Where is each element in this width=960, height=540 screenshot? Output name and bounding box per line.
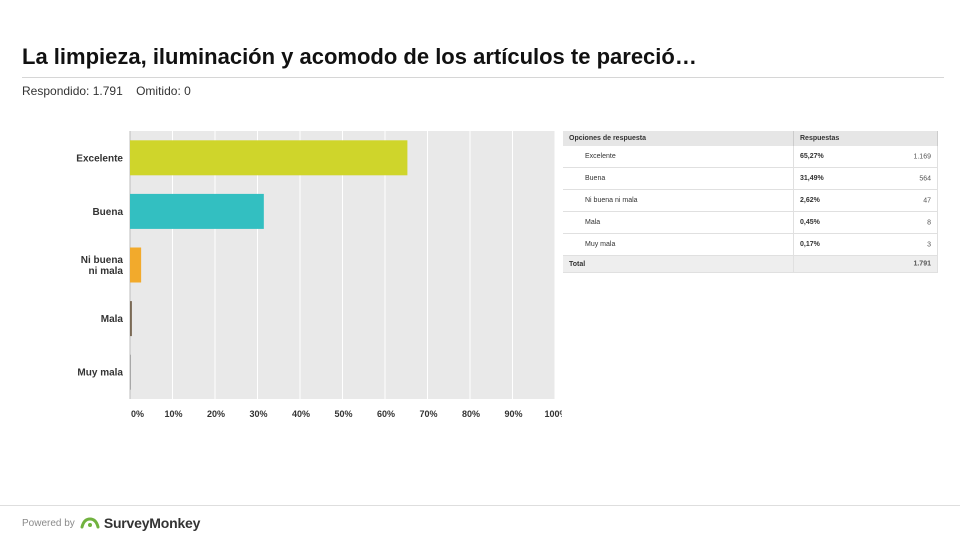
x-tick-label: 60% — [377, 409, 395, 419]
x-tick-label: 20% — [207, 409, 225, 419]
responses-table: Opciones de respuesta Respuestas Excelen… — [563, 131, 938, 273]
option-label: Buena — [563, 167, 794, 190]
category-label: Excelente — [76, 153, 123, 164]
response-percent: 0,17% — [800, 241, 820, 248]
table-row: Ni buena ni mala 2,62% 47 — [563, 189, 938, 212]
table-header-row: Opciones de respuesta Respuestas — [563, 131, 938, 146]
bar-chart: Excelente Buena Ni buena ni mala Mala Muy mal… — [76, 131, 562, 419]
bar — [130, 301, 132, 337]
category-label: Muy mala — [77, 368, 123, 379]
bar — [130, 247, 142, 283]
response-count: 47 — [923, 197, 931, 204]
page-title: La limpieza, iluminación y acomodo de lo… — [22, 44, 697, 69]
table-row: Muy mala 0,17% 3 — [563, 233, 938, 256]
category-label: Buena — [92, 207, 123, 218]
category-label: Ni buena ni mala — [81, 255, 124, 277]
response-cell: 0,45% 8 — [793, 211, 938, 234]
x-tick-label: 10% — [164, 409, 182, 419]
title-divider — [22, 77, 944, 78]
response-cell: 2,62% 47 — [793, 189, 938, 212]
response-count: 8 — [927, 219, 931, 226]
response-percent: 2,62% — [800, 197, 820, 204]
response-percent: 31,49% — [800, 175, 824, 182]
footer: Powered by SurveyMonkey — [22, 515, 200, 531]
option-label: Ni buena ni mala — [563, 189, 794, 212]
x-tick-label: 70% — [419, 409, 437, 419]
bar — [130, 354, 131, 390]
header-options: Opciones de respuesta — [563, 131, 794, 146]
brand-name: SurveyMonkey — [103, 515, 201, 531]
response-count: 1.169 — [913, 153, 931, 160]
powered-by-text: Powered by — [22, 517, 75, 529]
total-cell: 1.791 — [793, 255, 938, 273]
response-count: 564 — [919, 175, 931, 182]
total-label: Total — [563, 255, 794, 273]
option-label: Muy mala — [563, 233, 794, 256]
response-summary: Respondido: 1.791 Omitido: 0 — [22, 84, 191, 98]
response-cell: 31,49% 564 — [793, 167, 938, 190]
x-tick-label: 40% — [292, 409, 310, 419]
response-cell: 0,17% 3 — [793, 233, 938, 256]
option-label: Mala — [563, 211, 794, 234]
bar — [130, 193, 264, 229]
category-label: Mala — [101, 314, 124, 325]
surveymonkey-logo-icon — [80, 517, 100, 529]
footer-divider — [0, 505, 960, 506]
table-total-row: Total 1.791 — [563, 255, 938, 273]
header-responses: Respuestas — [793, 131, 938, 146]
table-row: Buena 31,49% 564 — [563, 167, 938, 190]
x-tick-label: 50% — [334, 409, 352, 419]
answered-count: Respondido: 1.791 — [22, 84, 123, 98]
total-value: 1.791 — [913, 260, 931, 268]
skipped-count: Omitido: 0 — [136, 84, 191, 98]
table-row: Excelente 65,27% 1.169 — [563, 146, 938, 168]
bar — [130, 140, 408, 176]
x-tick-label: 30% — [249, 409, 267, 419]
response-percent: 65,27% — [800, 153, 824, 160]
response-percent: 0,45% — [800, 219, 820, 226]
response-count: 3 — [927, 241, 931, 248]
response-cell: 65,27% 1.169 — [793, 146, 938, 168]
option-label: Excelente — [563, 146, 794, 168]
x-tick-label: 80% — [462, 409, 480, 419]
x-tick-label: 90% — [504, 409, 522, 419]
x-tick-label: 100% — [544, 409, 562, 419]
table-row: Mala 0,45% 8 — [563, 211, 938, 234]
x-tick-label: 0% — [131, 409, 144, 419]
